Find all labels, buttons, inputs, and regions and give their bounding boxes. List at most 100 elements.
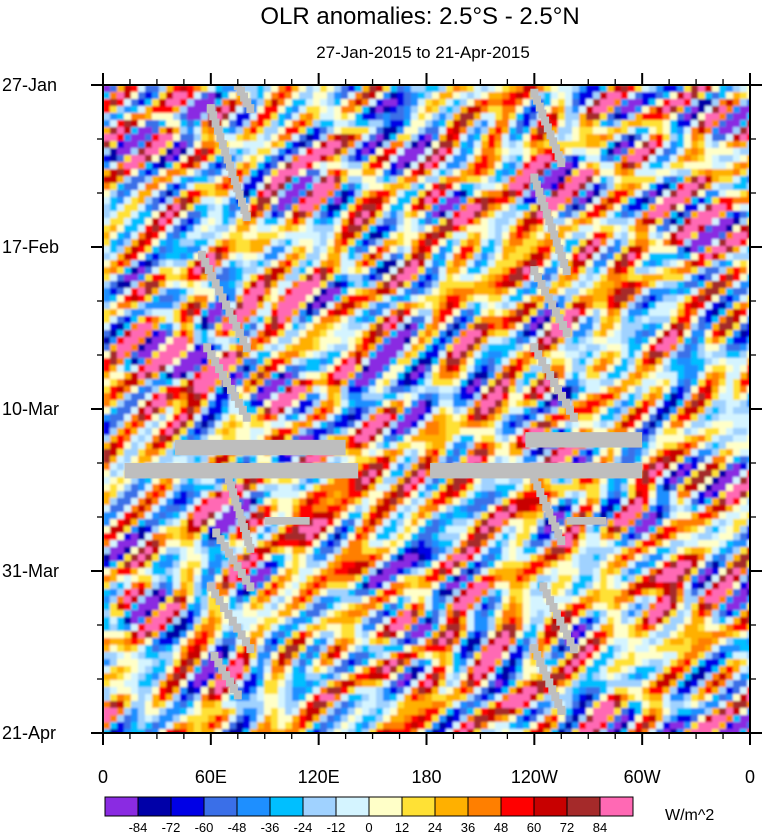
field-cell bbox=[621, 302, 629, 310]
field-cell bbox=[341, 323, 349, 331]
field-cell bbox=[173, 106, 181, 114]
field-cell bbox=[691, 85, 699, 93]
field-cell bbox=[124, 225, 132, 233]
field-cell bbox=[663, 309, 671, 317]
field-cell bbox=[670, 267, 678, 275]
field-cell bbox=[166, 92, 174, 100]
field-cell bbox=[271, 421, 279, 429]
field-cell bbox=[327, 274, 335, 282]
field-cell bbox=[565, 274, 573, 282]
field-cell bbox=[698, 428, 706, 436]
field-cell bbox=[292, 337, 300, 345]
field-cell bbox=[733, 379, 741, 387]
field-cell bbox=[600, 225, 608, 233]
field-cell bbox=[117, 449, 125, 457]
field-cell bbox=[390, 379, 398, 387]
field-cell bbox=[145, 190, 153, 198]
field-cell bbox=[355, 260, 363, 268]
field-cell bbox=[642, 246, 650, 254]
field-cell bbox=[103, 253, 111, 261]
field-cell bbox=[558, 358, 566, 366]
field-cell bbox=[684, 365, 692, 373]
field-cell bbox=[145, 183, 153, 191]
field-cell bbox=[313, 204, 321, 212]
field-cell bbox=[124, 316, 132, 324]
field-cell bbox=[586, 253, 594, 261]
field-cell bbox=[362, 344, 370, 352]
field-cell bbox=[502, 295, 510, 303]
field-cell bbox=[670, 246, 678, 254]
field-cell bbox=[278, 127, 286, 135]
field-cell bbox=[236, 155, 244, 163]
field-cell bbox=[593, 330, 601, 338]
field-cell bbox=[327, 386, 335, 394]
field-cell bbox=[362, 183, 370, 191]
field-cell bbox=[628, 218, 636, 226]
field-cell bbox=[320, 162, 328, 170]
field-cell bbox=[404, 134, 412, 142]
field-cell bbox=[383, 127, 391, 135]
field-cell bbox=[180, 99, 188, 107]
field-cell bbox=[397, 337, 405, 345]
field-cell bbox=[684, 120, 692, 128]
field-cell bbox=[341, 330, 349, 338]
field-cell bbox=[691, 309, 699, 317]
field-cell bbox=[313, 351, 321, 359]
field-cell bbox=[285, 127, 293, 135]
field-cell bbox=[705, 246, 713, 254]
field-cell bbox=[425, 393, 433, 401]
field-cell bbox=[159, 372, 167, 380]
field-cell bbox=[138, 183, 146, 191]
field-cell bbox=[215, 379, 223, 387]
field-cell bbox=[614, 421, 622, 429]
field-cell bbox=[495, 407, 503, 415]
field-cell bbox=[285, 218, 293, 226]
field-cell bbox=[404, 456, 412, 464]
field-cell bbox=[243, 113, 251, 121]
field-cell bbox=[537, 428, 545, 436]
field-cell bbox=[236, 148, 244, 156]
field-cell bbox=[159, 379, 167, 387]
field-cell bbox=[712, 428, 720, 436]
field-cell bbox=[397, 267, 405, 275]
field-cell bbox=[712, 379, 720, 387]
field-cell bbox=[425, 246, 433, 254]
field-cell bbox=[124, 148, 132, 156]
field-cell bbox=[243, 435, 251, 443]
field-cell bbox=[698, 372, 706, 380]
field-cell bbox=[558, 218, 566, 226]
field-cell bbox=[138, 421, 146, 429]
field-cell bbox=[194, 435, 202, 443]
field-cell bbox=[383, 442, 391, 450]
field-cell bbox=[635, 330, 643, 338]
field-cell bbox=[285, 134, 293, 142]
field-cell bbox=[278, 211, 286, 219]
field-cell bbox=[684, 113, 692, 121]
field-cell bbox=[670, 253, 678, 261]
field-cell bbox=[656, 379, 664, 387]
field-cell bbox=[397, 120, 405, 128]
field-cell bbox=[621, 274, 629, 282]
field-cell bbox=[320, 155, 328, 163]
field-cell bbox=[740, 414, 748, 422]
field-cell bbox=[677, 162, 685, 170]
field-cell bbox=[285, 176, 293, 184]
field-cell bbox=[138, 456, 146, 464]
field-cell bbox=[327, 421, 335, 429]
field-cell bbox=[299, 239, 307, 247]
field-cell bbox=[740, 372, 748, 380]
field-cell bbox=[180, 372, 188, 380]
field-cell bbox=[677, 442, 685, 450]
field-cell bbox=[201, 316, 209, 324]
field-cell bbox=[593, 428, 601, 436]
field-cell bbox=[740, 232, 748, 240]
field-cell bbox=[516, 127, 524, 135]
field-cell bbox=[124, 288, 132, 296]
field-cell bbox=[600, 421, 608, 429]
field-cell bbox=[614, 162, 622, 170]
field-cell bbox=[635, 309, 643, 317]
field-cell bbox=[705, 225, 713, 233]
field-cell bbox=[565, 449, 573, 457]
field-cell bbox=[558, 428, 566, 436]
field-cell bbox=[418, 344, 426, 352]
